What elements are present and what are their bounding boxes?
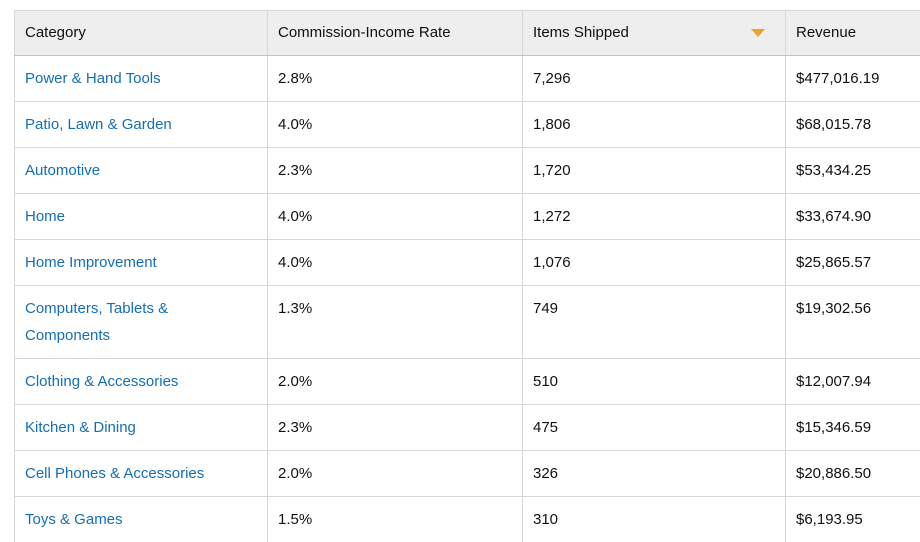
category-cell: Home — [14, 193, 268, 240]
table-row: Kitchen & Dining 2.3% 475 $15,346.59 — [14, 404, 920, 451]
category-cell: Computers, Tablets & Components — [14, 285, 268, 359]
category-link[interactable]: Patio, Lawn & Garden — [25, 116, 172, 133]
table-row: Automotive 2.3% 1,720 $53,434.25 — [14, 147, 920, 194]
sort-descending-icon — [751, 29, 765, 37]
revenue-cell: $6,193.95 — [785, 496, 920, 542]
table-viewport: Category Commission-Income Rate Items Sh… — [14, 10, 920, 542]
table-row: Patio, Lawn & Garden 4.0% 1,806 $68,015.… — [14, 101, 920, 148]
items-shipped-cell: 749 — [522, 285, 786, 359]
commission-income-rate-cell: 2.0% — [267, 358, 523, 405]
table-row: Cell Phones & Accessories 2.0% 326 $20,8… — [14, 450, 920, 497]
header-row: Category Commission-Income Rate Items Sh… — [14, 10, 920, 56]
items-shipped-cell: 1,720 — [522, 147, 786, 194]
commission-income-rate-cell: 2.8% — [267, 55, 523, 102]
table-body: Power & Hand Tools 2.8% 7,296 $477,016.1… — [14, 55, 920, 542]
category-cell: Automotive — [14, 147, 268, 194]
items-shipped-cell: 326 — [522, 450, 786, 497]
table-row: Computers, Tablets & Components 1.3% 749… — [14, 285, 920, 359]
category-cell: Power & Hand Tools — [14, 55, 268, 102]
category-cell: Toys & Games — [14, 496, 268, 542]
column-header-revenue[interactable]: Revenue — [785, 10, 920, 56]
items-shipped-cell: 510 — [522, 358, 786, 405]
table-row: Home Improvement 4.0% 1,076 $25,865.57 — [14, 239, 920, 286]
category-link[interactable]: Toys & Games — [25, 511, 123, 528]
category-link[interactable]: Computers, Tablets & Components — [25, 300, 169, 344]
column-header-commission-income-rate[interactable]: Commission-Income Rate — [267, 10, 523, 56]
column-header-category[interactable]: Category — [14, 10, 268, 56]
table-row: Clothing & Accessories 2.0% 510 $12,007.… — [14, 358, 920, 405]
table-row: Power & Hand Tools 2.8% 7,296 $477,016.1… — [14, 55, 920, 102]
revenue-cell: $20,886.50 — [785, 450, 920, 497]
category-cell: Patio, Lawn & Garden — [14, 101, 268, 148]
category-link[interactable]: Kitchen & Dining — [25, 419, 136, 436]
category-cell: Cell Phones & Accessories — [14, 450, 268, 497]
items-shipped-cell: 1,076 — [522, 239, 786, 286]
category-cell: Kitchen & Dining — [14, 404, 268, 451]
category-link[interactable]: Cell Phones & Accessories — [25, 465, 205, 482]
items-shipped-cell: 475 — [522, 404, 786, 451]
category-link[interactable]: Clothing & Accessories — [25, 373, 179, 390]
revenue-cell: $19,302.56 — [785, 285, 920, 359]
category-link[interactable]: Home Improvement — [25, 254, 157, 271]
revenue-cell: $477,016.19 — [785, 55, 920, 102]
commission-income-rate-cell: 1.3% — [267, 285, 523, 359]
revenue-cell: $15,346.59 — [785, 404, 920, 451]
category-link[interactable]: Power & Hand Tools — [25, 70, 161, 87]
column-header-revenue-label: Revenue — [796, 24, 857, 41]
items-shipped-cell: 1,272 — [522, 193, 786, 240]
items-shipped-cell: 7,296 — [522, 55, 786, 102]
category-link[interactable]: Home — [25, 208, 66, 225]
items-shipped-cell: 310 — [522, 496, 786, 542]
column-header-category-label: Category — [25, 24, 86, 41]
commission-income-rate-cell: 2.0% — [267, 450, 523, 497]
revenue-cell: $25,865.57 — [785, 239, 920, 286]
table-row: Toys & Games 1.5% 310 $6,193.95 — [14, 496, 920, 542]
category-link[interactable]: Automotive — [25, 162, 101, 179]
commission-income-rate-cell: 2.3% — [267, 147, 523, 194]
revenue-cell: $33,674.90 — [785, 193, 920, 240]
column-header-items-shipped-label: Items Shipped — [533, 24, 629, 41]
revenue-cell: $12,007.94 — [785, 358, 920, 405]
category-commission-report-table: Category Commission-Income Rate Items Sh… — [14, 10, 920, 542]
category-cell: Clothing & Accessories — [14, 358, 268, 405]
commission-income-rate-cell: 1.5% — [267, 496, 523, 542]
commission-income-rate-cell: 4.0% — [267, 101, 523, 148]
table-header: Category Commission-Income Rate Items Sh… — [14, 10, 920, 56]
revenue-cell: $53,434.25 — [785, 147, 920, 194]
revenue-cell: $68,015.78 — [785, 101, 920, 148]
commission-income-rate-cell: 4.0% — [267, 239, 523, 286]
column-header-commission-income-rate-label: Commission-Income Rate — [278, 24, 451, 41]
column-header-items-shipped[interactable]: Items Shipped — [522, 10, 786, 56]
commission-income-rate-cell: 2.3% — [267, 404, 523, 451]
table-row: Home 4.0% 1,272 $33,674.90 — [14, 193, 920, 240]
category-cell: Home Improvement — [14, 239, 268, 286]
items-shipped-cell: 1,806 — [522, 101, 786, 148]
commission-income-rate-cell: 4.0% — [267, 193, 523, 240]
